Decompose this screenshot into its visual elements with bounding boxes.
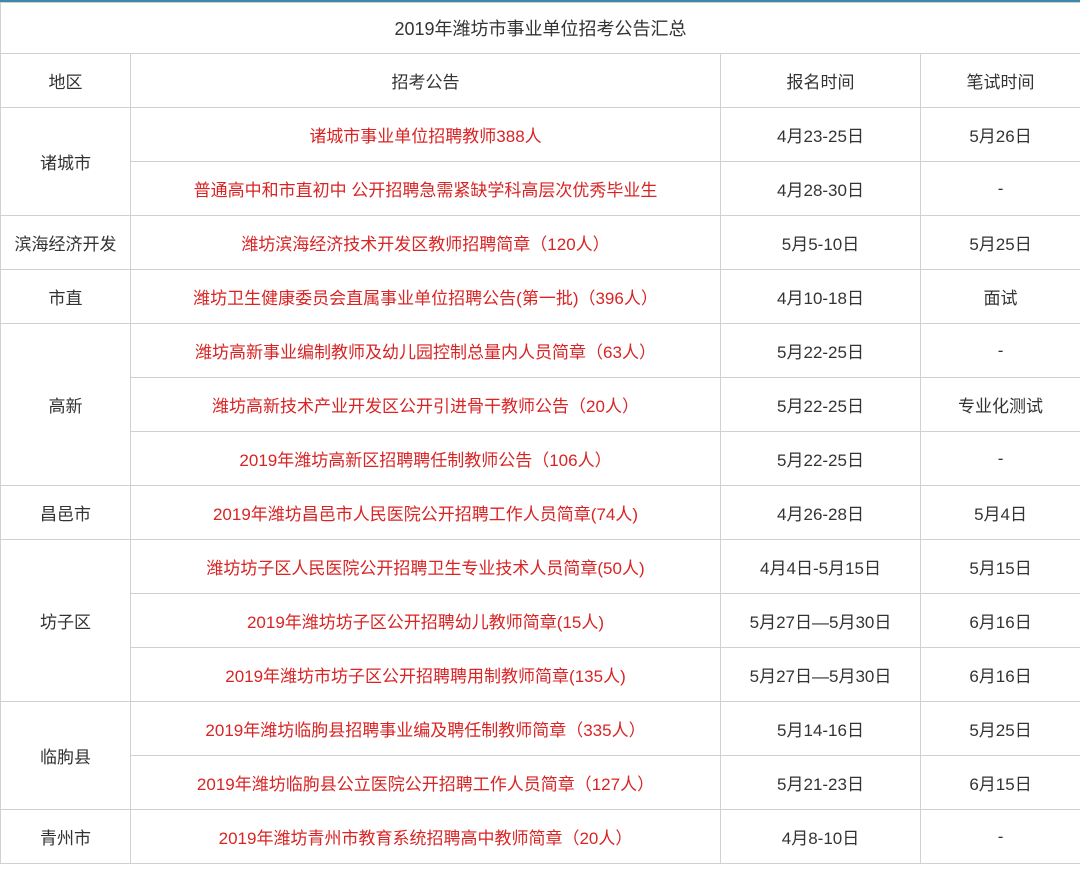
table-body: 2019年潍坊市事业单位招考公告汇总 地区 招考公告 报名时间 笔试时间 诸城市… (1, 3, 1080, 864)
region-cell: 坊子区 (1, 540, 131, 702)
table-row: 潍坊高新技术产业开发区公开引进骨干教师公告（20人） 5月22-25日专业化测试 (1, 378, 1080, 432)
table-row: 市直 潍坊卫生健康委员会直属事业单位招聘公告(第一批)（396人） 4月10-18日… (1, 270, 1080, 324)
notice-cell: 普通高中和市直初中 公开招聘急需紧缺学科高层次优秀毕业生 (131, 162, 721, 216)
reg-time-cell: 4月28-30日 (721, 162, 921, 216)
table-row: 坊子区潍坊坊子区人民医院公开招聘卫生专业技术人员简章(50人)4月4日-5月15… (1, 540, 1080, 594)
notice-link[interactable]: 潍坊滨海经济技术开发区教师招聘简章（120人） (241, 235, 609, 254)
region-cell: 滨海经济开发 (1, 216, 131, 270)
reg-time-cell: 5月14-16日 (721, 702, 921, 756)
notice-cell: 2019年潍坊昌邑市人民医院公开招聘工作人员简章(74人) (131, 486, 721, 540)
exam-time-cell: 5月25日 (921, 216, 1080, 270)
exam-time-cell: - (921, 162, 1080, 216)
notice-link[interactable]: 潍坊坊子区人民医院公开招聘卫生专业技术人员简章(50人) (206, 559, 644, 578)
notice-link[interactable]: 2019年潍坊临朐县公立医院公开招聘工作人员简章（127人） (197, 775, 654, 794)
exam-time-cell: 6月16日 (921, 594, 1080, 648)
table-row: 高新潍坊高新事业编制教师及幼儿园控制总量内人员简章（63人）5月22-25日- (1, 324, 1080, 378)
notice-cell: 潍坊高新技术产业开发区公开引进骨干教师公告（20人） (131, 378, 721, 432)
notice-cell: 潍坊滨海经济技术开发区教师招聘简章（120人） (131, 216, 721, 270)
col-header-notice: 招考公告 (131, 54, 721, 108)
table-row: 临朐县2019年潍坊临朐县招聘事业编及聘任制教师简章（335人）5月14-16日… (1, 702, 1080, 756)
header-row: 地区 招考公告 报名时间 笔试时间 (1, 54, 1080, 108)
exam-time-cell: 面试 (921, 270, 1080, 324)
notice-link[interactable]: 2019年潍坊昌邑市人民医院公开招聘工作人员简章(74人) (213, 505, 638, 524)
notice-link[interactable]: 2019年潍坊青州市教育系统招聘高中教师简章（20人） (219, 829, 633, 848)
notice-cell: 潍坊卫生健康委员会直属事业单位招聘公告(第一批)（396人） (131, 270, 721, 324)
col-header-exam-time: 笔试时间 (921, 54, 1080, 108)
table-title: 2019年潍坊市事业单位招考公告汇总 (1, 3, 1080, 54)
table-row: 青州市 2019年潍坊青州市教育系统招聘高中教师简章（20人） 4月8-10日- (1, 810, 1080, 864)
reg-time-cell: 5月5-10日 (721, 216, 921, 270)
notice-link[interactable]: 普通高中和市直初中 公开招聘急需紧缺学科高层次优秀毕业生 (194, 181, 658, 200)
table-row: 昌邑市 2019年潍坊昌邑市人民医院公开招聘工作人员简章(74人) 4月26-28日… (1, 486, 1080, 540)
reg-time-cell: 4月10-18日 (721, 270, 921, 324)
exam-time-cell: 5月26日 (921, 108, 1080, 162)
region-cell: 临朐县 (1, 702, 131, 810)
notice-link[interactable]: 2019年潍坊高新区招聘聘任制教师公告（106人） (239, 451, 611, 470)
exam-time-cell: - (921, 810, 1080, 864)
exam-time-cell: - (921, 432, 1080, 486)
notice-cell: 潍坊坊子区人民医院公开招聘卫生专业技术人员简章(50人) (131, 540, 721, 594)
region-cell: 青州市 (1, 810, 131, 864)
exam-time-cell: 6月16日 (921, 648, 1080, 702)
recruitment-table: 2019年潍坊市事业单位招考公告汇总 地区 招考公告 报名时间 笔试时间 诸城市… (0, 2, 1080, 864)
notice-cell: 2019年潍坊市坊子区公开招聘聘用制教师简章(135人) (131, 648, 721, 702)
table-row: 2019年潍坊高新区招聘聘任制教师公告（106人） 5月22-25日- (1, 432, 1080, 486)
reg-time-cell: 5月27日—5月30日 (721, 594, 921, 648)
table-row: 2019年潍坊市坊子区公开招聘聘用制教师简章(135人) 5月27日—5月30日6… (1, 648, 1080, 702)
notice-link[interactable]: 潍坊高新事业编制教师及幼儿园控制总量内人员简章（63人） (195, 343, 656, 362)
notice-link[interactable]: 潍坊卫生健康委员会直属事业单位招聘公告(第一批)（396人） (193, 289, 658, 308)
title-row: 2019年潍坊市事业单位招考公告汇总 (1, 3, 1080, 54)
table-row: 普通高中和市直初中 公开招聘急需紧缺学科高层次优秀毕业生 4月28-30日- (1, 162, 1080, 216)
table-row: 诸城市诸城市事业单位招聘教师388人4月23-25日5月26日 (1, 108, 1080, 162)
recruitment-table-container: 2019年潍坊市事业单位招考公告汇总 地区 招考公告 报名时间 笔试时间 诸城市… (0, 0, 1080, 864)
table-row: 2019年潍坊坊子区公开招聘幼儿教师简章(15人) 5月27日—5月30日6月16… (1, 594, 1080, 648)
notice-cell: 潍坊高新事业编制教师及幼儿园控制总量内人员简章（63人） (131, 324, 721, 378)
region-cell: 市直 (1, 270, 131, 324)
region-cell: 高新 (1, 324, 131, 486)
notice-link[interactable]: 潍坊高新技术产业开发区公开引进骨干教师公告（20人） (212, 397, 639, 416)
notice-cell: 2019年潍坊青州市教育系统招聘高中教师简章（20人） (131, 810, 721, 864)
notice-cell: 2019年潍坊临朐县招聘事业编及聘任制教师简章（335人） (131, 702, 721, 756)
notice-link[interactable]: 2019年潍坊临朐县招聘事业编及聘任制教师简章（335人） (205, 721, 645, 740)
exam-time-cell: 6月15日 (921, 756, 1080, 810)
region-cell: 昌邑市 (1, 486, 131, 540)
exam-time-cell: 5月4日 (921, 486, 1080, 540)
exam-time-cell: - (921, 324, 1080, 378)
notice-link[interactable]: 2019年潍坊市坊子区公开招聘聘用制教师简章(135人) (225, 667, 626, 686)
notice-cell: 诸城市事业单位招聘教师388人 (131, 108, 721, 162)
exam-time-cell: 5月15日 (921, 540, 1080, 594)
notice-cell: 2019年潍坊坊子区公开招聘幼儿教师简章(15人) (131, 594, 721, 648)
table-row: 滨海经济开发 潍坊滨海经济技术开发区教师招聘简章（120人） 5月5-10日5月25… (1, 216, 1080, 270)
reg-time-cell: 5月22-25日 (721, 432, 921, 486)
region-cell: 诸城市 (1, 108, 131, 216)
reg-time-cell: 4月23-25日 (721, 108, 921, 162)
reg-time-cell: 5月27日—5月30日 (721, 648, 921, 702)
reg-time-cell: 4月4日-5月15日 (721, 540, 921, 594)
table-row: 2019年潍坊临朐县公立医院公开招聘工作人员简章（127人） 5月21-23日6月… (1, 756, 1080, 810)
notice-cell: 2019年潍坊临朐县公立医院公开招聘工作人员简章（127人） (131, 756, 721, 810)
reg-time-cell: 5月22-25日 (721, 378, 921, 432)
exam-time-cell: 专业化测试 (921, 378, 1080, 432)
notice-link[interactable]: 诸城市事业单位招聘教师388人 (309, 127, 541, 146)
reg-time-cell: 5月22-25日 (721, 324, 921, 378)
notice-cell: 2019年潍坊高新区招聘聘任制教师公告（106人） (131, 432, 721, 486)
exam-time-cell: 5月25日 (921, 702, 1080, 756)
notice-link[interactable]: 2019年潍坊坊子区公开招聘幼儿教师简章(15人) (247, 613, 604, 632)
col-header-region: 地区 (1, 54, 131, 108)
col-header-reg-time: 报名时间 (721, 54, 921, 108)
reg-time-cell: 4月26-28日 (721, 486, 921, 540)
reg-time-cell: 4月8-10日 (721, 810, 921, 864)
reg-time-cell: 5月21-23日 (721, 756, 921, 810)
